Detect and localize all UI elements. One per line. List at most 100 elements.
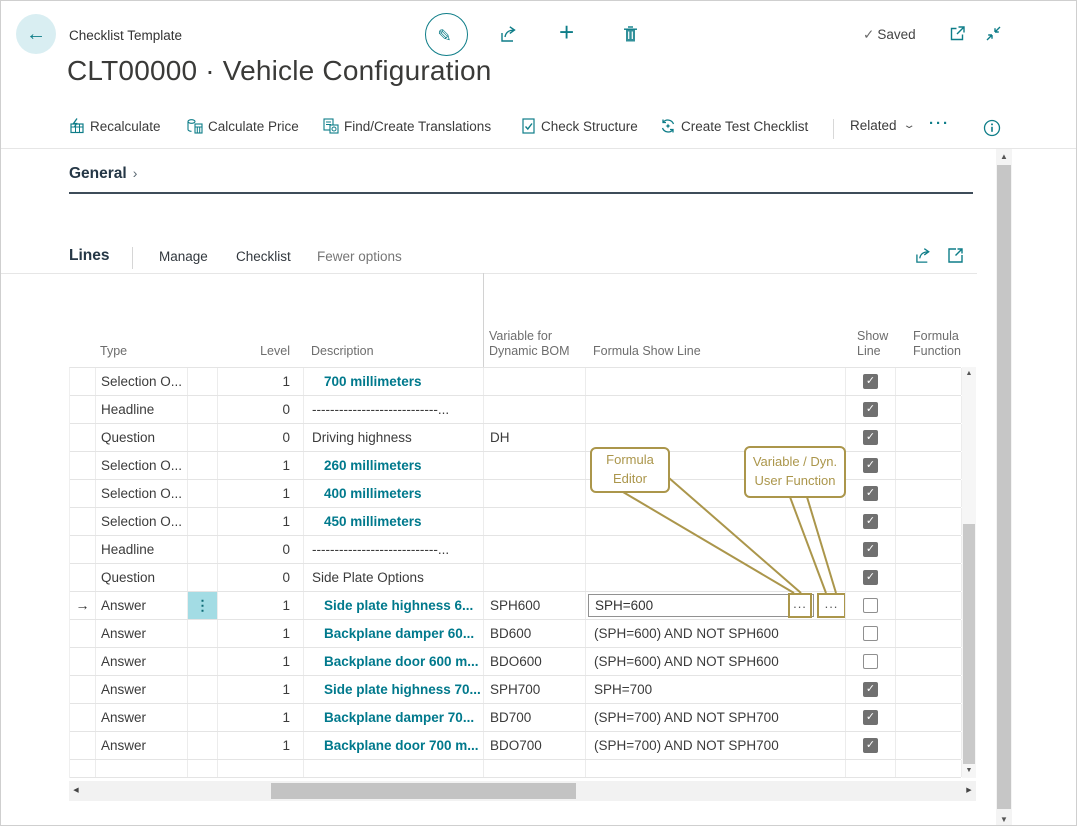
table-row[interactable]: Question 0 Side Plate Options ✓ (70, 564, 962, 592)
column-header-description[interactable]: Description (311, 344, 374, 359)
row-selector[interactable] (70, 676, 96, 703)
row-selector[interactable] (70, 564, 96, 591)
show-line-checkbox[interactable]: ✓ (863, 458, 878, 473)
table-row[interactable]: Headline 0 ----------------------------...… (70, 536, 962, 564)
action-create-test-checklist[interactable]: Create Test Checklist (660, 118, 808, 134)
table-row[interactable]: Selection O... 1 700 millimeters ✓ (70, 368, 962, 396)
delete-button[interactable] (623, 25, 638, 43)
table-row[interactable]: Answer 1 Backplane door 600 m... BDO600 (SPH… (70, 648, 962, 676)
page-scroll-down-arrow[interactable]: ▼ (1000, 815, 1008, 824)
formula-show-line-input[interactable]: SPH=600 (588, 594, 814, 617)
show-line-checkbox[interactable]: ✓ (863, 570, 878, 585)
show-line-checkbox[interactable] (863, 598, 878, 613)
scroll-right-arrow[interactable]: ▶ (966, 787, 972, 794)
show-line-checkbox[interactable]: ✓ (863, 542, 878, 557)
action-calculate-price[interactable]: Calculate Price (187, 118, 299, 134)
lines-menu-fewer-options[interactable]: Fewer options (317, 249, 402, 264)
table-body: Selection O... 1 700 millimeters ✓ Headline 0… (69, 367, 962, 778)
description-link[interactable]: Side plate highness 6... (324, 598, 474, 613)
related-menu[interactable]: Related ⌄ (850, 118, 916, 133)
column-header-formula-show-line[interactable]: Formula Show Line (593, 344, 701, 359)
cell-variable: BDO600 (484, 648, 586, 675)
description-link[interactable]: Backplane damper 70... (324, 710, 475, 725)
page-vertical-scrollbar[interactable]: ▲ ▼ (996, 149, 1012, 825)
action-find-create-translations[interactable]: Find/Create Translations (323, 118, 491, 134)
row-selector[interactable] (70, 732, 96, 759)
show-line-checkbox[interactable] (863, 654, 878, 669)
selected-row-arrow[interactable]: → (70, 592, 96, 619)
column-header-type[interactable]: Type (100, 344, 128, 359)
show-line-checkbox[interactable]: ✓ (863, 374, 878, 389)
description-link[interactable]: 400 millimeters (324, 486, 422, 501)
show-line-checkbox[interactable]: ✓ (863, 402, 878, 417)
page-vscroll-thumb[interactable] (997, 165, 1011, 809)
table-horizontal-scrollbar[interactable]: ◀ ▶ (69, 781, 976, 801)
row-selector[interactable] (70, 536, 96, 563)
show-line-checkbox[interactable]: ✓ (863, 486, 878, 501)
row-selector[interactable] (70, 368, 96, 395)
dyn-user-function-button[interactable]: ... (817, 593, 845, 618)
row-selector[interactable] (70, 508, 96, 535)
formula-editor-assist-button[interactable]: ... (788, 593, 812, 618)
table-row[interactable]: Answer 1 Side plate highness 70... SPH700 SP… (70, 676, 962, 704)
description-link[interactable]: Backplane door 600 m... (324, 654, 479, 669)
table-row[interactable]: → Answer ⋮ 1 Side plate highness 6... SPH600 S… (70, 592, 962, 620)
table-row[interactable]: Question 0 Driving highness DH ✓ (70, 424, 962, 452)
description-link[interactable]: Side plate highness 70... (324, 682, 481, 697)
table-hscroll-thumb[interactable] (271, 783, 576, 799)
collapse-button[interactable] (985, 25, 1002, 42)
column-header-show-line[interactable]: Show Line (857, 328, 889, 359)
scroll-up-arrow[interactable]: ▲ (965, 370, 973, 377)
table-row[interactable]: Answer 1 Backplane damper 70... BD700 (SPH=7… (70, 704, 962, 732)
general-section-header[interactable]: General › (69, 165, 138, 182)
description-link[interactable]: 450 millimeters (324, 514, 422, 529)
scroll-left-arrow[interactable]: ◀ (73, 787, 79, 794)
row-selector[interactable] (70, 424, 96, 451)
page-scroll-up-arrow[interactable]: ▲ (1000, 152, 1008, 161)
lines-menu-checklist[interactable]: Checklist (236, 249, 291, 264)
table-row[interactable] (70, 760, 962, 778)
table-row[interactable]: Answer 1 Backplane damper 60... BD600 (SPH=6… (70, 620, 962, 648)
back-button[interactable]: ← (16, 14, 56, 54)
column-header-variable[interactable]: Variable for Dynamic BOM (489, 328, 570, 359)
table-row[interactable]: Selection O... 1 400 millimeters ✓ (70, 480, 962, 508)
row-selector[interactable] (70, 704, 96, 731)
new-button[interactable]: + (559, 19, 574, 45)
show-line-checkbox[interactable]: ✓ (863, 514, 878, 529)
scroll-down-arrow[interactable]: ▼ (965, 767, 973, 774)
description-link[interactable]: Backplane door 700 m... (324, 738, 479, 753)
expand-icon (948, 248, 963, 263)
column-header-level[interactable]: Level (260, 344, 290, 359)
show-line-checkbox[interactable] (863, 626, 878, 641)
table-row[interactable]: Selection O... 1 450 millimeters ✓ (70, 508, 962, 536)
show-line-checkbox[interactable]: ✓ (863, 738, 878, 753)
row-selector[interactable] (70, 452, 96, 479)
action-check-structure[interactable]: Check Structure (521, 118, 638, 134)
row-menu-dots-icon[interactable]: ⋮ (188, 592, 218, 619)
lines-share-button[interactable] (915, 247, 933, 264)
description-link[interactable]: Backplane damper 60... (324, 626, 475, 641)
table-vertical-scrollbar[interactable]: ▲ ▼ (962, 367, 976, 778)
row-selector[interactable] (70, 648, 96, 675)
action-recalculate[interactable]: Recalculate (69, 118, 161, 134)
table-row[interactable]: Answer 1 Backplane door 700 m... BDO700 (SPH… (70, 732, 962, 760)
description-link[interactable]: 700 millimeters (324, 374, 422, 389)
more-options-button[interactable]: ··· (929, 115, 950, 132)
lines-menu-manage[interactable]: Manage (159, 249, 208, 264)
lines-focus-mode-button[interactable] (947, 247, 964, 264)
row-selector[interactable] (70, 396, 96, 423)
info-button[interactable] (983, 119, 1001, 137)
description-link[interactable]: 260 millimeters (324, 458, 422, 473)
row-selector[interactable] (70, 620, 96, 647)
show-line-checkbox[interactable]: ✓ (863, 710, 878, 725)
show-line-checkbox[interactable]: ✓ (863, 682, 878, 697)
row-selector[interactable] (70, 480, 96, 507)
share-button[interactable] (500, 25, 519, 43)
open-in-new-window-button[interactable] (949, 25, 966, 42)
table-row[interactable]: Headline 0 ----------------------------...… (70, 396, 962, 424)
column-header-formula-function[interactable]: Formula Function (913, 328, 961, 359)
row-selector[interactable] (70, 760, 96, 777)
show-line-checkbox[interactable]: ✓ (863, 430, 878, 445)
table-vscroll-thumb[interactable] (963, 524, 975, 764)
edit-button[interactable]: ✎ (425, 13, 468, 56)
